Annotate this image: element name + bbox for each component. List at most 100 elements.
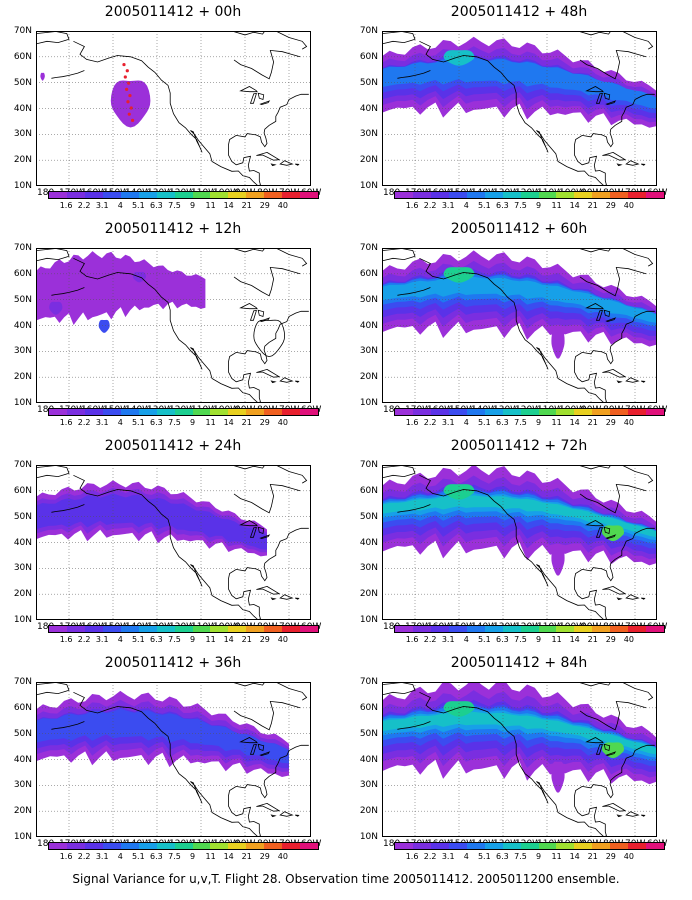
- colorbar-swatch: [210, 192, 229, 198]
- colorbar-label: 7.5: [168, 852, 181, 861]
- lake-outline: [249, 744, 257, 755]
- colorbar-label: 4: [463, 852, 469, 861]
- colorbar-label: 14: [223, 635, 234, 644]
- panel-title: 2005011412 + 00h: [104, 4, 242, 20]
- colorbar: [48, 625, 319, 633]
- colorbar-swatch: [520, 192, 539, 198]
- observation-point: [122, 62, 126, 67]
- lake-outline: [595, 744, 603, 755]
- latitude-label: 50N: [359, 294, 378, 305]
- latitude-label: 70N: [13, 677, 32, 687]
- colorbar-swatch: [282, 626, 301, 632]
- colorbar-swatch: [448, 409, 467, 415]
- colorbar-label: 5.1: [131, 201, 145, 210]
- island-outline: [295, 814, 300, 817]
- coastline: [579, 483, 647, 514]
- map-background: [36, 31, 311, 186]
- colorbar-swatch: [49, 843, 67, 849]
- colorbar-label: 21: [241, 635, 252, 644]
- colorbar-label: 3.1: [95, 635, 109, 644]
- colorbar-label: 9: [535, 635, 542, 644]
- colorbar-label: 4: [117, 852, 123, 861]
- colorbar-swatch: [592, 626, 611, 632]
- lake-outline: [239, 86, 258, 93]
- observation-point: [130, 118, 135, 122]
- coastline: [577, 682, 612, 687]
- colorbar-label: 3.1: [441, 418, 455, 427]
- colorbar-label: 7.5: [514, 418, 527, 427]
- colorbar-label: 4: [463, 418, 469, 427]
- lake-outline: [605, 100, 617, 106]
- colorbar-swatch: [502, 843, 521, 849]
- latitude-label: 20N: [13, 372, 32, 383]
- colorbar-label: 2.2: [423, 201, 437, 210]
- colorbar-label: 9: [535, 418, 542, 427]
- lake-outline: [605, 751, 617, 757]
- colorbar-label: 3.1: [95, 418, 109, 427]
- coastline: [419, 40, 655, 186]
- colorbar-label: 1.6: [405, 635, 419, 644]
- colorbar-label: 9: [189, 418, 196, 427]
- colorbar-label: 1.6: [405, 852, 419, 861]
- observation-point: [123, 75, 127, 79]
- colorbar-label: 21: [587, 201, 598, 210]
- lake-outline: [585, 520, 604, 527]
- latitude-label: 70N: [359, 460, 378, 470]
- colorbar-swatch: [610, 192, 629, 198]
- latitude-label: 50N: [359, 728, 378, 739]
- map-panel: 2005011412 + 00h70N60N50N40N30N20N10N170…: [0, 0, 346, 217]
- lake-outline: [605, 534, 617, 540]
- colorbar-swatch: [610, 409, 629, 415]
- coastline: [231, 682, 266, 687]
- island-outline: [295, 380, 300, 383]
- variance-contour: [382, 276, 657, 323]
- island-outline: [602, 585, 627, 595]
- colorbar-label: 11: [551, 201, 562, 210]
- coastline: [51, 287, 85, 296]
- colorbar-swatch: [102, 626, 121, 632]
- colorbar-swatch: [628, 192, 647, 198]
- colorbar-swatch: [228, 409, 247, 415]
- colorbar-swatch: [646, 626, 665, 632]
- variance-contour: [551, 761, 565, 793]
- longitude-label: 180: [383, 405, 401, 415]
- latitude-label: 20N: [13, 155, 32, 166]
- colorbar-swatch: [502, 192, 521, 198]
- latitude-label: 10N: [13, 398, 32, 408]
- map-panel: 2005011412 + 48h70N60N50N40N30N20N10N170…: [346, 0, 692, 217]
- map-plot: [36, 682, 311, 837]
- lake-outline: [259, 317, 271, 323]
- variance-contour: [551, 544, 565, 576]
- colorbar-swatch: [502, 626, 521, 632]
- colorbar-swatch: [246, 409, 265, 415]
- colorbar: [394, 408, 665, 416]
- colorbar-label: 2.2: [77, 635, 91, 644]
- colorbar-label: 29: [605, 418, 616, 427]
- colorbar-label: 9: [189, 852, 196, 861]
- latitude-label: 20N: [359, 806, 378, 817]
- colorbar-swatch: [574, 409, 593, 415]
- latitude-label: 40N: [13, 103, 32, 114]
- colorbar-label: 14: [569, 852, 580, 861]
- colorbar-swatch: [628, 626, 647, 632]
- coastline: [577, 248, 612, 253]
- colorbar-swatch: [138, 843, 157, 849]
- colorbar-swatch: [592, 843, 611, 849]
- island-outline: [270, 163, 277, 167]
- coastline: [397, 504, 431, 513]
- colorbar-swatch: [49, 626, 67, 632]
- colorbar-label: 9: [189, 635, 196, 644]
- colorbar-swatch: [120, 192, 139, 198]
- observation-point: [125, 69, 129, 73]
- colorbar-swatch: [102, 843, 121, 849]
- colorbar-swatch: [430, 843, 449, 849]
- colorbar-swatch: [538, 626, 557, 632]
- colorbar-swatch: [156, 409, 175, 415]
- lake-outline: [249, 527, 257, 538]
- colorbar-swatch: [430, 409, 449, 415]
- coastline: [231, 248, 266, 253]
- island-outline: [641, 814, 646, 817]
- latitude-label: 50N: [359, 511, 378, 522]
- colorbar-swatch: [395, 409, 413, 415]
- colorbar-label: 11: [205, 418, 216, 427]
